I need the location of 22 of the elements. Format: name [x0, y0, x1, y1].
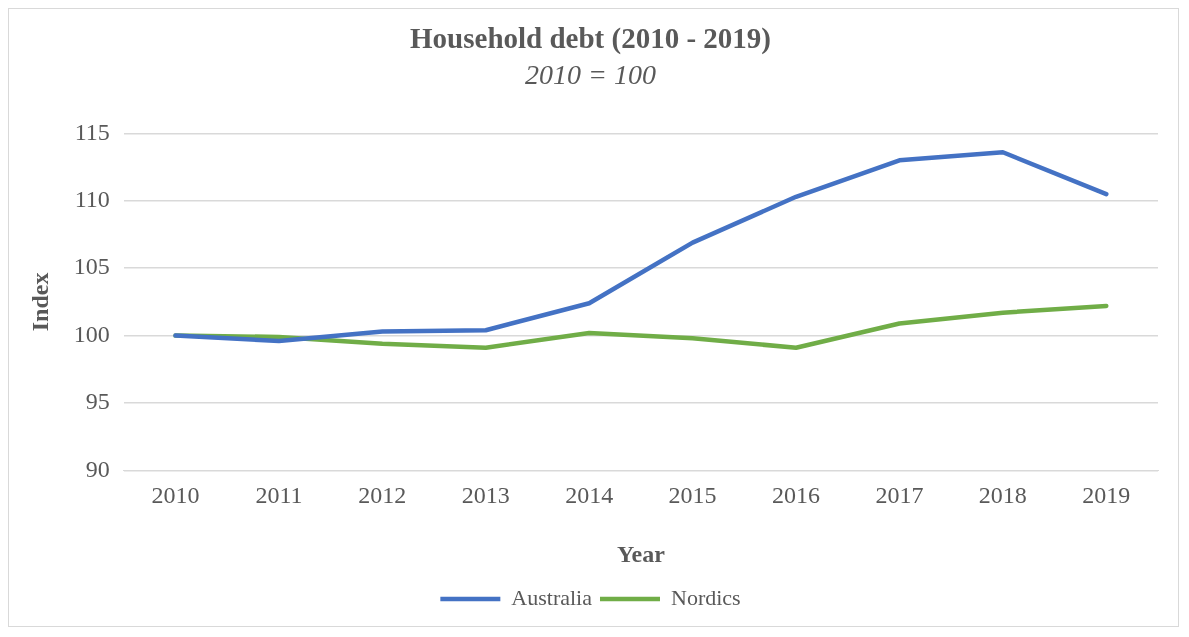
x-tick-label: 2011 [255, 482, 303, 509]
x-tick-label: 2016 [772, 482, 821, 509]
y-axis-title: Index [26, 272, 53, 332]
x-tick-label: 2012 [358, 482, 407, 509]
x-tick-label: 2010 [151, 482, 200, 509]
x-tick-label: 2015 [668, 482, 717, 509]
x-axis-title: Year [616, 540, 666, 567]
chart-title: Household debt (2010 - 2019) [410, 21, 771, 55]
y-tick-label: 110 [74, 186, 110, 213]
y-tick-label: 95 [85, 388, 110, 415]
x-tick-label: 2017 [875, 482, 924, 509]
y-tick-label: 90 [85, 455, 110, 482]
x-tick-label: 2014 [565, 482, 614, 509]
y-tick-label: 100 [73, 320, 110, 347]
x-tick-label: 2019 [1082, 482, 1131, 509]
y-tick-label: 115 [74, 118, 110, 145]
x-tick-label: 2018 [978, 482, 1027, 509]
x-tick-label: 2013 [461, 482, 510, 509]
legend-label: Australia [511, 584, 593, 610]
y-tick-label: 105 [73, 253, 110, 280]
legend-label: Nordics [670, 584, 741, 610]
chart-subtitle: 2010 = 100 [525, 58, 656, 90]
